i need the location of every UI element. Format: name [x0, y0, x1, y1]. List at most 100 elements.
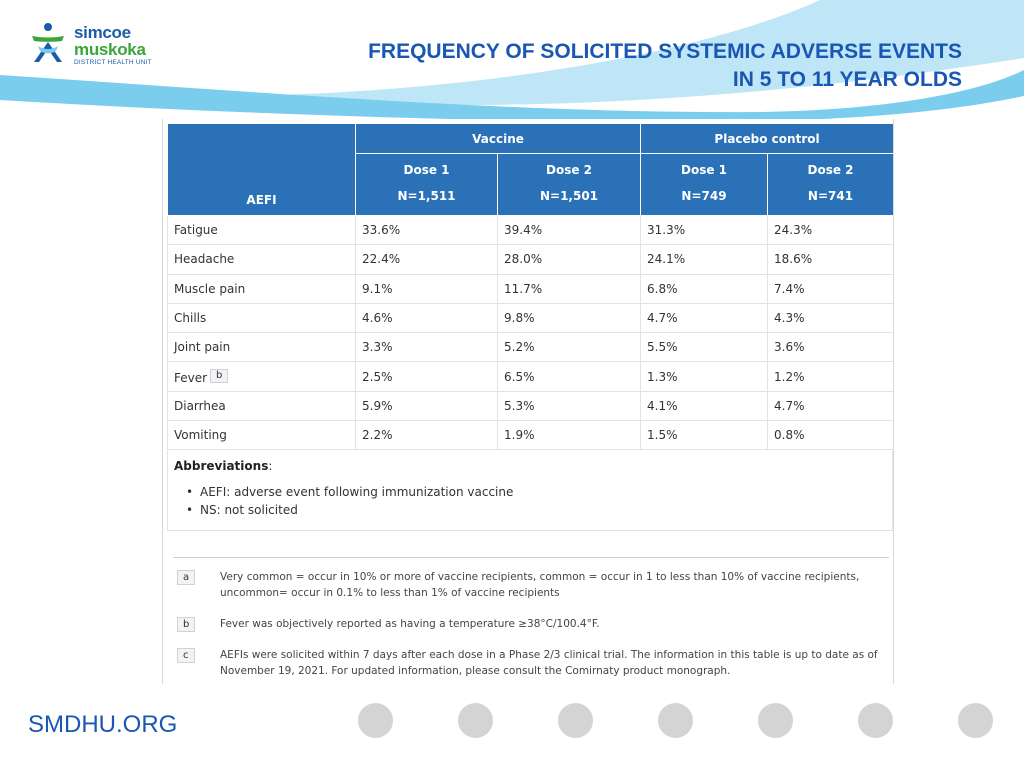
table-cell: 3.3%	[355, 332, 498, 363]
logo-text-subtitle: DISTRICT HEALTH UNIT	[74, 59, 152, 66]
table-cell: 6.5%	[497, 361, 641, 392]
aefi-table-panel: AEFI Vaccine Placebo control Dose 1 N=1,5…	[162, 119, 894, 684]
dose-label: Dose 2	[545, 162, 592, 177]
table-cell: 39.4%	[497, 214, 641, 246]
table-cell: 33.6%	[355, 214, 498, 246]
slide-title-line-2: IN 5 TO 11 YEAR OLDS	[732, 68, 962, 91]
table-cell: 5.2%	[497, 332, 641, 363]
table-cell: 1.3%	[640, 361, 768, 392]
column-header-vaccine-dose-2: Dose 2 N=1,501	[497, 153, 641, 216]
abbreviations-box: Abbreviations: AEFI: adverse event follo…	[167, 451, 893, 531]
table-cell: 4.6%	[355, 302, 498, 334]
table-row: Vomiting 2.2% 1.9% 1.5% 0.8%	[167, 420, 893, 451]
table-cell: 5.9%	[355, 390, 498, 422]
table-row: Fever b 2.5% 6.5% 1.3% 1.2%	[167, 361, 893, 392]
dose-label: Dose 1	[403, 162, 450, 177]
logo-text-simcoe: simcoe	[74, 23, 131, 42]
table-cell: 4.3%	[767, 302, 893, 334]
column-group-placebo: Placebo control	[640, 123, 893, 154]
table-cell: 24.3%	[767, 214, 893, 246]
table-cell: 4.1%	[640, 390, 768, 422]
table-cell: 31.3%	[640, 214, 768, 246]
table-row: Chills 4.6% 9.8% 4.7% 4.3%	[167, 302, 893, 334]
sample-size: N=741	[807, 188, 854, 203]
table-cell: 11.7%	[497, 273, 641, 304]
abbreviations-list: AEFI: adverse event following immunizati…	[174, 483, 886, 519]
table-cell: 24.1%	[640, 244, 768, 275]
decorative-dot	[758, 703, 793, 738]
aefi-frequency-table: AEFI Vaccine Placebo control Dose 1 N=1,5…	[167, 123, 893, 451]
table-cell: 18.6%	[767, 244, 893, 275]
footnote-a: a Very common = occur in 10% or more of …	[173, 569, 885, 601]
decorative-dot	[958, 703, 993, 738]
footnote-key-c[interactable]: c	[177, 648, 195, 663]
decorative-dot	[858, 703, 893, 738]
dose-label: Dose 1	[680, 162, 727, 177]
table-header-group-row: AEFI Vaccine Placebo control	[167, 123, 893, 216]
decorative-dot	[458, 703, 493, 738]
sample-size: N=1,501	[539, 188, 599, 203]
table-cell: 1.9%	[497, 420, 641, 451]
footnotes-divider	[173, 557, 889, 558]
column-header-aefi: AEFI	[167, 123, 356, 216]
table-cell: 1.5%	[640, 420, 768, 451]
event-name: Joint pain	[167, 332, 356, 363]
table-cell: 22.4%	[355, 244, 498, 275]
footer-website-link[interactable]: SMDHU.ORG	[28, 711, 178, 738]
wave-back	[160, 0, 1024, 106]
sample-size: N=1,511	[397, 188, 456, 203]
table-row: Fatigue 33.6% 39.4% 31.3% 24.3%	[167, 214, 893, 246]
table-cell: 9.8%	[497, 302, 641, 334]
table-cell: 7.4%	[767, 273, 893, 304]
table-cell: 6.8%	[640, 273, 768, 304]
table-cell: 28.0%	[497, 244, 641, 275]
wave-front	[0, 70, 1024, 123]
organization-logo: simcoe muskoka DISTRICT HEALTH UNIT	[28, 22, 158, 68]
column-header-placebo-dose-1: Dose 1 N=749	[640, 153, 768, 216]
header-wave	[0, 0, 1024, 130]
footnote-text-a: Very common = occur in 10% or more of va…	[220, 571, 860, 599]
table-cell: 2.2%	[355, 420, 498, 451]
list-item: AEFI: adverse event following immunizati…	[186, 483, 886, 501]
table-cell: 3.6%	[767, 332, 893, 363]
event-name: Fever	[174, 370, 208, 385]
table-cell: 2.5%	[355, 361, 498, 392]
slide-title-line-1: FREQUENCY OF SOLICITED SYSTEMIC ADVERSE …	[368, 40, 962, 63]
logo-text-muskoka: muskoka	[74, 40, 146, 59]
table-row: Headache 22.4% 28.0% 24.1% 18.6%	[167, 244, 893, 275]
table-cell: 1.2%	[767, 361, 893, 392]
event-name: Chills	[167, 302, 356, 334]
slide-title: FREQUENCY OF SOLICITED SYSTEMIC ADVERSE …	[368, 38, 962, 94]
event-name: Fatigue	[167, 214, 356, 246]
decorative-dot	[558, 703, 593, 738]
column-group-vaccine: Vaccine	[355, 123, 641, 154]
table-cell: 9.1%	[355, 273, 498, 304]
event-name: Vomiting	[167, 420, 356, 451]
list-item: NS: not solicited	[186, 501, 886, 519]
simcoe-muskoka-figure-icon	[32, 23, 64, 62]
footnote-key-b[interactable]: b	[177, 617, 196, 632]
event-name-cell: Fever b	[167, 361, 356, 392]
table-cell: 4.7%	[767, 390, 893, 422]
footnote-b: b Fever was objectively reported as havi…	[173, 616, 885, 632]
footnote-ref-b[interactable]: b	[210, 368, 229, 383]
sample-size: N=749	[681, 188, 727, 203]
dose-label: Dose 2	[807, 162, 854, 177]
event-name: Diarrhea	[167, 390, 356, 422]
event-name: Headache	[167, 244, 356, 275]
table-header-dose-row: Dose 1 N=1,511 Dose 2 N=1,501 Dose 1 N=749 …	[168, 153, 893, 216]
decorative-dot	[358, 703, 393, 738]
footnote-key-a[interactable]: a	[177, 570, 196, 585]
decorative-dot	[658, 703, 693, 738]
event-name: Muscle pain	[167, 273, 356, 304]
table-cell: 0.8%	[767, 420, 893, 451]
table-cell: 5.5%	[640, 332, 768, 363]
table-row: Joint pain 3.3% 5.2% 5.5% 3.6%	[167, 332, 893, 363]
footnote-c: c AEFIs were solicited within 7 days aft…	[173, 647, 885, 679]
table-row: Muscle pain 9.1% 11.7% 6.8% 7.4%	[167, 273, 893, 304]
footnote-text-c: AEFIs were solicited within 7 days after…	[220, 649, 878, 677]
table-row: Diarrhea 5.9% 5.3% 4.1% 4.7%	[167, 390, 893, 422]
column-header-vaccine-dose-1: Dose 1 N=1,511	[355, 153, 498, 216]
column-header-placebo-dose-2: Dose 2 N=741	[767, 153, 893, 216]
abbreviations-title: Abbreviations	[174, 459, 269, 473]
